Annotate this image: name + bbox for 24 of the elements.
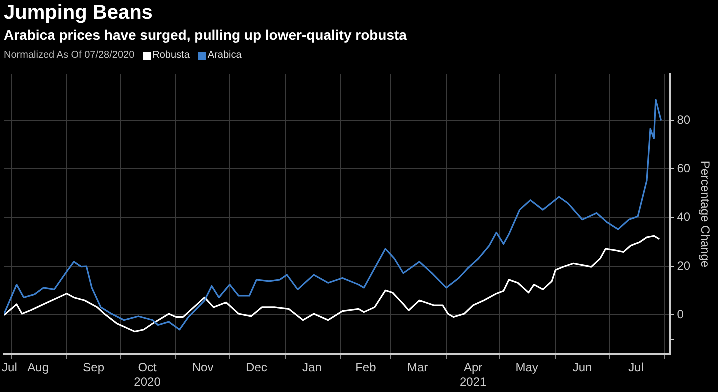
legend-title: Normalized As Of 07/28/2020 (4, 50, 135, 61)
chart-subtitle: Arabica prices have surged, pulling up lower-quality robusta (4, 27, 407, 43)
y-axis-title: Percentage Change (698, 160, 712, 268)
x-tick-label: May (516, 360, 538, 375)
legend-label: Arabica (208, 50, 242, 61)
legend-label: Robusta (152, 50, 190, 61)
x-tick-label: Jul (628, 360, 644, 375)
x-tick-label: Feb (356, 360, 377, 375)
y-tick-label: 0 (677, 308, 684, 322)
x-tick-label: Jul (2, 360, 18, 375)
x-tick-label: Sep (83, 360, 105, 375)
x-tick-label: Nov (192, 360, 214, 375)
y-tick-label: 20 (677, 258, 691, 273)
x-tick-label: Mar (408, 360, 428, 375)
chart-title: Jumping Beans (4, 2, 153, 25)
x-tick-label: Oct 2020 (134, 360, 162, 390)
x-tick-label: Jan (302, 360, 322, 375)
y-tick-label: 40 (677, 210, 691, 224)
x-tick-label: Jun (572, 360, 592, 375)
x-tick-label: Aug (28, 360, 50, 375)
x-tick-label: Apr 2021 (460, 360, 488, 390)
y-tick-label: 60 (677, 161, 691, 176)
x-tick-label: Dec (246, 360, 268, 375)
y-tick-label: 80 (677, 112, 691, 127)
